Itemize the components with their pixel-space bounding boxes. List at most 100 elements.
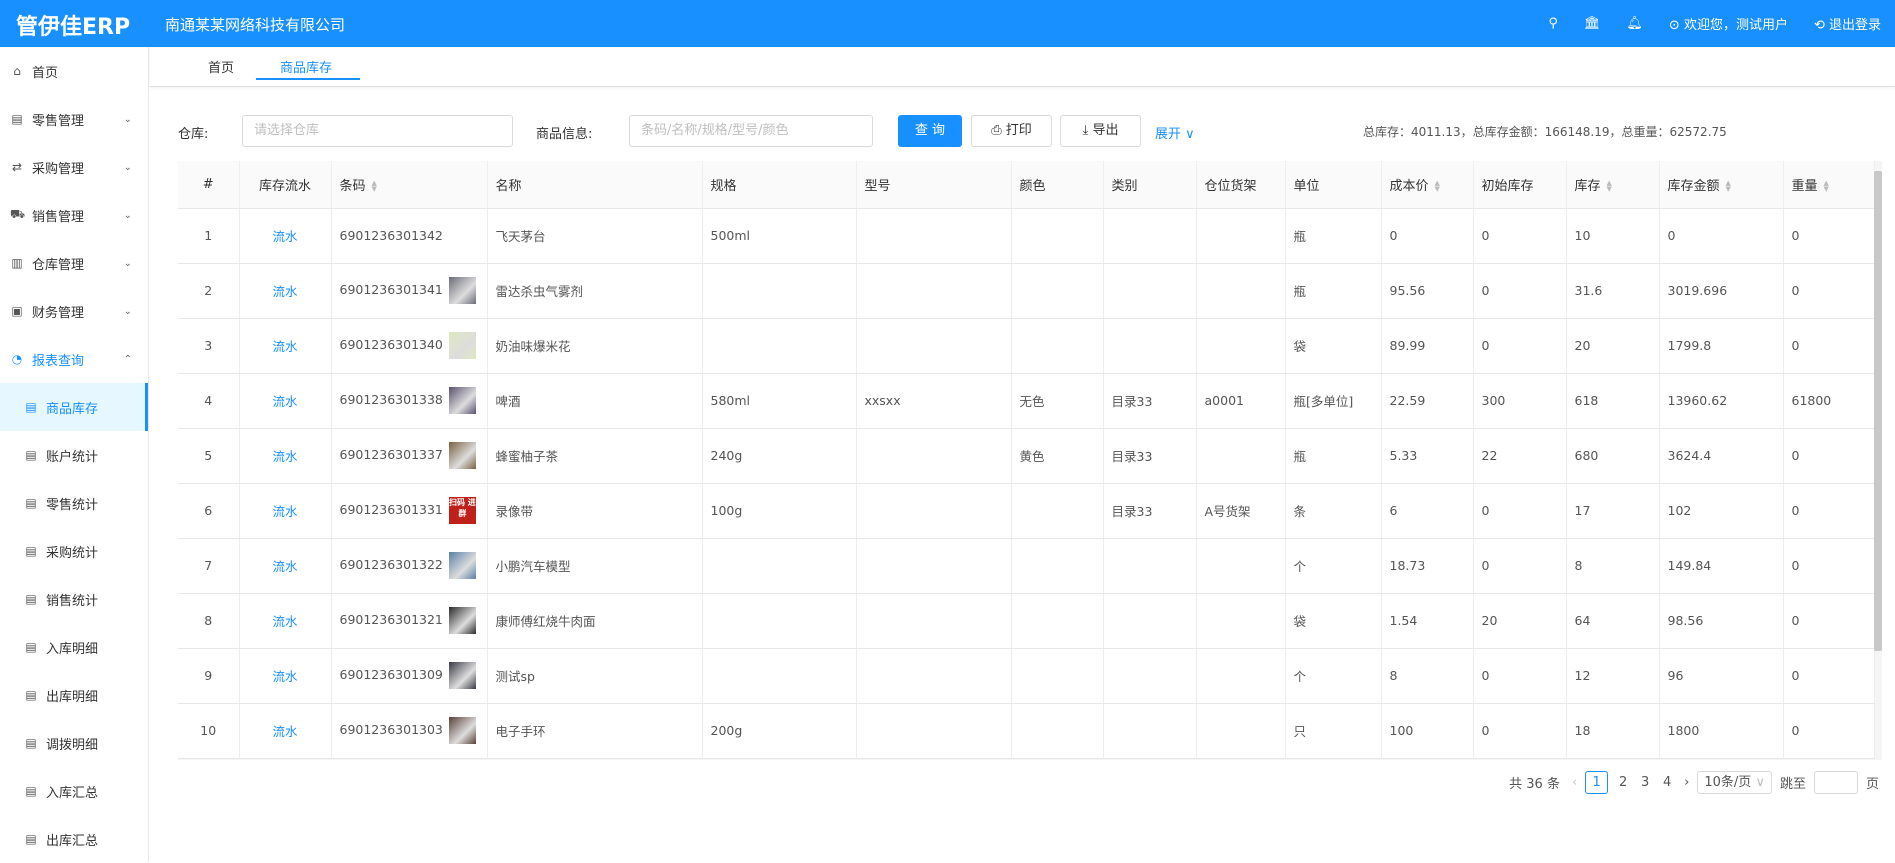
product-thumbnail[interactable] (448, 387, 476, 414)
product-thumbnail[interactable] (448, 277, 476, 304)
sidebar-item[interactable]: ▤ 入库明细 (0, 623, 148, 671)
jump-input[interactable] (1813, 771, 1858, 794)
product-info-input[interactable]: 条码/名称/规格/型号/颜色 (629, 115, 873, 147)
product-thumbnail[interactable] (448, 552, 476, 579)
page-3[interactable]: 3 (1641, 775, 1650, 790)
table-cell[interactable]: 流水 (239, 593, 332, 649)
stock-flow-link[interactable]: 流水 (272, 449, 298, 464)
table-cell[interactable]: 流水 (239, 538, 332, 594)
page-1[interactable]: 1 (1585, 771, 1609, 794)
sidebar-item[interactable]: ▤ 账户统计 (0, 431, 148, 479)
sidebar-item[interactable]: ▤ 调拨明细 (0, 719, 148, 767)
table-cell[interactable]: 流水 (239, 428, 332, 484)
sidebar-item[interactable]: ⛟ 销售管理 ⌄ (0, 191, 148, 239)
sort-icon[interactable]: ▲ ▼ (1823, 179, 1829, 194)
product-thumbnail[interactable] (448, 717, 476, 744)
product-thumbnail[interactable] (448, 662, 476, 689)
column-header[interactable]: 成本价 ▲ ▼ (1381, 161, 1474, 209)
table-cell: 89.99 (1381, 318, 1474, 374)
table-cell: 0 (1473, 263, 1567, 319)
tab-inventory[interactable]: 商品库存 (280, 61, 333, 76)
sidebar-item[interactable]: ▤ 销售统计 (0, 575, 148, 623)
stock-flow-link[interactable]: 流水 (272, 559, 298, 574)
table-cell (1011, 263, 1104, 319)
tab-home[interactable]: 首页 (208, 61, 235, 76)
next-page-icon[interactable]: › (1684, 775, 1690, 790)
sidebar-item[interactable]: ▤ 出库汇总 (0, 815, 148, 863)
stock-flow-link[interactable]: 流水 (272, 724, 298, 739)
product-thumbnail[interactable] (448, 607, 476, 634)
column-header[interactable]: 条码 ▲ ▼ (331, 161, 488, 209)
table-cell (1011, 483, 1104, 539)
table-cell[interactable]: 流水 (239, 208, 332, 264)
table-cell: 580ml (702, 373, 857, 429)
table-cell[interactable]: 流水 (239, 263, 332, 319)
product-thumbnail[interactable] (448, 442, 476, 469)
table-cell (1103, 703, 1197, 759)
chevron-icon: ⌃ (123, 353, 132, 365)
sidebar-item-label: 采购统计 (46, 545, 99, 561)
sidebar-item[interactable]: ⌂ 首页 (0, 47, 148, 95)
sort-icon[interactable]: ▲ ▼ (1434, 179, 1440, 194)
table-row: 10 流水 6901236301303 电子手环 200g 只 100 0 18 1800 0 (178, 703, 1875, 759)
product-thumbnail[interactable]: 扫码 进群 (448, 497, 476, 524)
user-menu[interactable]: ⊙ 欢迎您，测试用户 (1668, 18, 1788, 33)
page-size-select[interactable]: 10条/页 ∨ (1697, 771, 1772, 794)
stock-flow-link[interactable]: 流水 (272, 339, 298, 354)
sidebar-item[interactable]: ⇄ 采购管理 ⌄ (0, 143, 148, 191)
column-header[interactable]: 重量 ▲ ▼ (1783, 161, 1875, 209)
table-cell[interactable]: 流水 (239, 483, 332, 539)
table-cell: 500ml (702, 208, 857, 264)
table-cell (1011, 703, 1104, 759)
sidebar-item[interactable]: ▤ 零售管理 ⌄ (0, 95, 148, 143)
export-button[interactable]: ⤓ 导出 (1060, 115, 1141, 147)
search-icon[interactable]: ⚲ (1548, 16, 1558, 31)
logout-button[interactable]: ⟲ 退出登录 (1813, 18, 1881, 33)
table-cell[interactable]: 流水 (239, 648, 332, 704)
table-cell[interactable]: 流水 (239, 703, 332, 759)
table-cell: 6901236301331 扫码 进群 (331, 483, 488, 539)
sort-icon[interactable]: ▲ ▼ (371, 179, 377, 194)
stock-flow-link[interactable]: 流水 (272, 669, 298, 684)
list-icon: ▤ (25, 640, 37, 654)
stock-flow-link[interactable]: 流水 (272, 284, 298, 299)
table-cell: 240g (702, 428, 857, 484)
stock-flow-link[interactable]: 流水 (272, 394, 298, 409)
warehouse-select[interactable]: 请选择仓库 (242, 115, 513, 147)
table-cell: 680 (1566, 428, 1660, 484)
table-cell: 个 (1285, 648, 1382, 704)
expand-link[interactable]: 展开 ∨ (1155, 127, 1195, 142)
column-header[interactable]: 库存金额 ▲ ▼ (1659, 161, 1784, 209)
sidebar-item[interactable]: ▤ 零售统计 (0, 479, 148, 527)
bell-icon[interactable]: 🔔︎ (1626, 16, 1643, 31)
sort-icon[interactable]: ▲ ▼ (1725, 179, 1731, 194)
query-button[interactable]: 查 询 (898, 115, 962, 147)
sidebar-item[interactable]: ▤ 商品库存 (0, 383, 148, 431)
sidebar-item[interactable]: ▤ 入库汇总 (0, 767, 148, 815)
bank-icon[interactable]: 🏛︎ (1583, 16, 1601, 31)
sidebar-item[interactable]: ▣ 财务管理 ⌄ (0, 287, 148, 335)
table-cell (856, 318, 1012, 374)
sidebar-item-label: 销售管理 (32, 209, 85, 225)
print-button[interactable]: ⎙ 打印 (971, 115, 1052, 147)
sidebar-item[interactable]: ▤ 采购统计 (0, 527, 148, 575)
table-cell[interactable]: 流水 (239, 318, 332, 374)
table-cell: 瓶[多单位] (1285, 373, 1382, 429)
sidebar-item[interactable]: ◔ 报表查询 ⌃ (0, 335, 148, 383)
page-2[interactable]: 2 (1619, 775, 1628, 790)
table-cell (1011, 538, 1104, 594)
table-cell: 瓶 (1285, 428, 1382, 484)
table-cell[interactable]: 流水 (239, 373, 332, 429)
sidebar-item-label: 商品库存 (46, 401, 99, 417)
stock-flow-link[interactable]: 流水 (272, 229, 298, 244)
page-4[interactable]: 4 (1663, 775, 1672, 790)
column-header[interactable]: 库存 ▲ ▼ (1566, 161, 1660, 209)
sort-icon[interactable]: ▲ ▼ (1606, 179, 1612, 194)
prev-page-icon[interactable]: ‹ (1571, 775, 1578, 790)
stock-flow-link[interactable]: 流水 (272, 504, 298, 519)
stock-flow-link[interactable]: 流水 (272, 614, 298, 629)
product-thumbnail[interactable] (448, 332, 476, 359)
sidebar-item[interactable]: ▥ 仓库管理 ⌄ (0, 239, 148, 287)
vertical-scrollbar[interactable] (1874, 171, 1882, 651)
sidebar-item[interactable]: ▤ 出库明细 (0, 671, 148, 719)
